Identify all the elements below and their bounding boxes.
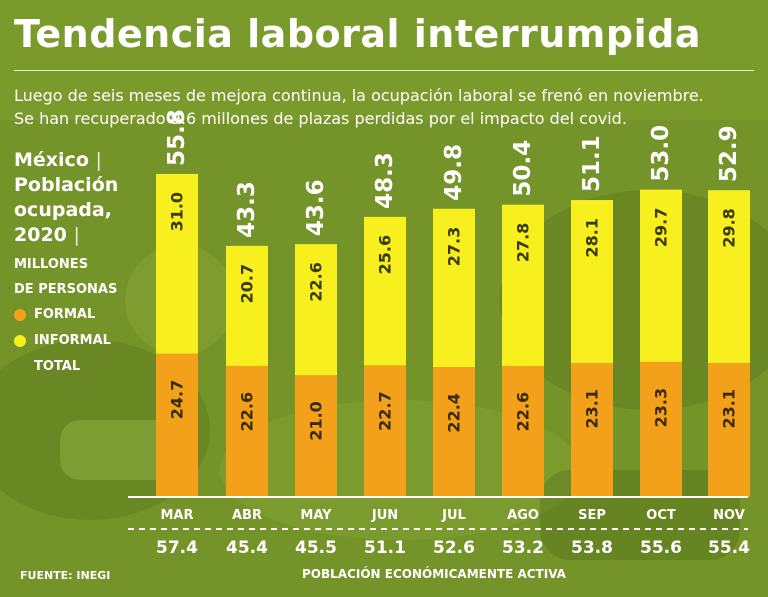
formal-value-label: 22.7 — [376, 391, 395, 430]
informal-value-label: 25.6 — [376, 235, 395, 274]
total-value-label: 53.0 — [648, 125, 674, 182]
month-tick-label: JUL — [441, 508, 466, 523]
total-value-label: 43.3 — [234, 181, 260, 238]
total-value-label: 50.4 — [510, 140, 536, 197]
legend-units-line: MILLONES — [14, 257, 89, 272]
informal-value-label: 20.7 — [238, 264, 257, 303]
legend-separator: | — [95, 149, 102, 171]
pea-value-label: 53.2 — [502, 538, 544, 558]
formal-value-label: 21.0 — [307, 401, 326, 440]
legend-metric-line: Población — [14, 174, 119, 196]
informal-value-label: 29.7 — [652, 208, 671, 247]
formal-value-label: 22.6 — [514, 392, 533, 431]
informal-swatch-icon — [14, 335, 26, 347]
pea-value-label: 57.4 — [156, 538, 198, 558]
title-divider — [14, 70, 754, 71]
legend-item-formal: FORMAL — [14, 302, 118, 328]
bar-informal — [156, 173, 198, 354]
subtitle-line: Luego de seis meses de mejora continua, … — [14, 86, 704, 105]
bar-formal — [433, 367, 475, 497]
month-tick-label: SEP — [578, 508, 606, 523]
bar-formal — [295, 375, 337, 497]
informal-value-label: 28.1 — [583, 218, 602, 257]
pea-value-label: 51.1 — [364, 538, 406, 558]
bar-formal — [571, 363, 613, 497]
bar-informal — [571, 200, 613, 364]
informal-value-label: 22.6 — [307, 262, 326, 301]
legend-metric-line: ocupada, — [14, 199, 112, 221]
total-value-label: 43.6 — [303, 179, 329, 236]
legend-label-formal: FORMAL — [34, 307, 96, 322]
pea-caption: POBLACIÓN ECONÓMICAMENTE ACTIVA — [302, 567, 566, 581]
bar-formal — [640, 361, 682, 497]
month-tick-label: ABR — [232, 508, 262, 523]
subtitle-line: Se han recuperado 9.6 millones de plazas… — [14, 109, 627, 128]
bar-informal — [708, 190, 750, 364]
month-tick-label: JUN — [371, 508, 398, 523]
pea-value-label: 45.5 — [295, 538, 337, 558]
bar-informal — [502, 204, 544, 366]
bar-informal — [640, 189, 682, 362]
legend-units: MILLONES DE PERSONAS — [14, 252, 118, 302]
bar-formal — [226, 365, 268, 497]
informal-value-label: 27.3 — [445, 227, 464, 266]
bar-informal — [226, 245, 268, 366]
pea-value-label: 55.4 — [708, 538, 750, 558]
infographic-title: Tendencia laboral interrumpida — [14, 12, 701, 56]
subtitle: Luego de seis meses de mejora continua, … — [14, 84, 704, 130]
formal-swatch-icon — [14, 309, 26, 321]
formal-value-label: 23.3 — [652, 388, 671, 427]
month-tick-label: MAY — [300, 508, 332, 523]
legend-item-informal: INFORMAL — [14, 328, 118, 354]
legend-heading: México | Población ocupada, 2020 | — [14, 148, 118, 248]
bar-informal — [433, 208, 475, 368]
legend: México | Población ocupada, 2020 | MILLO… — [14, 148, 118, 380]
total-value-label: 48.3 — [372, 152, 398, 209]
formal-value-label: 24.7 — [168, 380, 187, 419]
month-tick-label: OCT — [646, 508, 676, 523]
legend-label-total: TOTAL — [34, 359, 81, 374]
legend-year: 2020 — [14, 224, 67, 246]
total-value-label: 55.8 — [164, 109, 190, 166]
bar-formal — [364, 365, 406, 497]
legend-country: México — [14, 149, 89, 171]
pea-value-label: 53.8 — [571, 538, 613, 558]
informal-value-label: 31.0 — [168, 192, 187, 231]
formal-value-label: 22.6 — [238, 392, 257, 431]
pea-value-label: 52.6 — [433, 538, 475, 558]
total-value-label: 51.1 — [579, 135, 605, 192]
bar-formal — [708, 363, 750, 497]
month-tick-label: NOV — [713, 508, 745, 523]
legend-label-informal: INFORMAL — [34, 333, 111, 348]
pea-value-label: 55.6 — [640, 538, 682, 558]
legend-units-line: DE PERSONAS — [14, 282, 118, 297]
bar-informal — [364, 216, 406, 366]
formal-value-label: 23.1 — [583, 389, 602, 428]
bar-formal — [156, 353, 198, 497]
month-tick-label: MAR — [160, 508, 193, 523]
total-value-label: 52.9 — [716, 125, 742, 182]
bar-formal — [502, 365, 544, 497]
informal-value-label: 27.8 — [514, 223, 533, 262]
informal-value-label: 29.8 — [720, 208, 739, 247]
pea-value-label: 45.4 — [226, 538, 268, 558]
legend-separator: | — [73, 224, 80, 246]
total-value-label: 49.8 — [441, 144, 467, 201]
formal-value-label: 23.1 — [720, 389, 739, 428]
month-tick-label: AGO — [507, 508, 539, 523]
formal-value-label: 22.4 — [445, 393, 464, 432]
bar-informal — [295, 244, 337, 376]
source-note: FUENTE: INEGI — [20, 569, 111, 582]
